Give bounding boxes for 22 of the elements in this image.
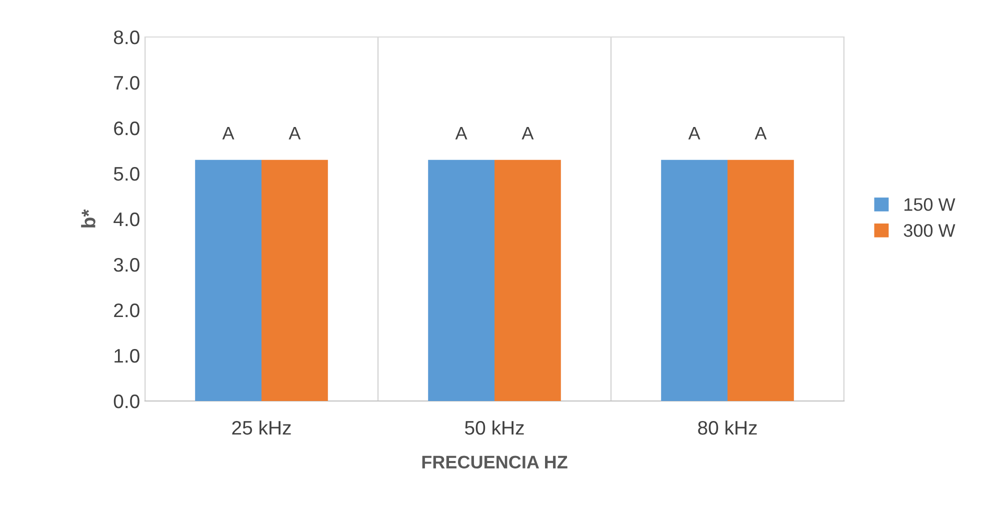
y-tick-label: 1.0 xyxy=(114,348,140,363)
x-axis-title: FRECUENCIA HZ xyxy=(422,456,568,468)
legend-label: 150 W xyxy=(904,198,956,211)
y-tick-label: 3.0 xyxy=(114,258,140,272)
legend-label: 300 W xyxy=(904,224,956,237)
data-label: A xyxy=(222,127,234,140)
data-label: A xyxy=(754,127,767,140)
y-tick-label: 7.0 xyxy=(114,76,140,90)
y-tick-label: 2.0 xyxy=(114,303,140,318)
data-label: A xyxy=(288,127,301,140)
x-tick-label: 80 kHz xyxy=(698,420,757,435)
y-tick-label: 5.0 xyxy=(114,166,140,181)
data-label: A xyxy=(688,127,700,140)
y-axis-title: b* xyxy=(81,209,96,228)
data-label: A xyxy=(522,127,534,140)
y-tick-label: 4.0 xyxy=(114,212,140,226)
y-tick-label: 0.0 xyxy=(114,394,140,408)
y-tick-label: 8.0 xyxy=(114,30,140,44)
data-label: A xyxy=(455,127,468,140)
x-tick-label: 25 kHz xyxy=(232,420,291,435)
x-tick-label: 50 kHz xyxy=(465,420,524,435)
y-tick-label: 6.0 xyxy=(114,121,140,136)
